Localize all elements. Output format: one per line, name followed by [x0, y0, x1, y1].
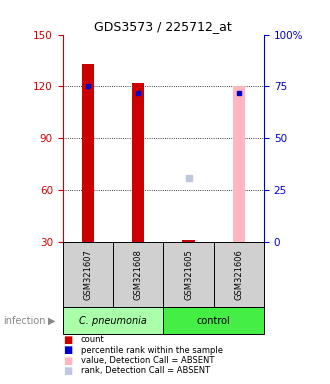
- Bar: [163, 242, 214, 307]
- Text: percentile rank within the sample: percentile rank within the sample: [81, 346, 223, 355]
- Title: GDS3573 / 225712_at: GDS3573 / 225712_at: [94, 20, 232, 33]
- Text: rank, Detection Call = ABSENT: rank, Detection Call = ABSENT: [81, 366, 210, 376]
- Text: GSM321608: GSM321608: [134, 249, 143, 300]
- Bar: [82, 64, 94, 242]
- Text: C. pneumonia: C. pneumonia: [79, 316, 147, 326]
- Text: ■: ■: [63, 356, 72, 366]
- Bar: [163, 307, 264, 334]
- Text: GSM321607: GSM321607: [83, 249, 92, 300]
- Text: value, Detection Call = ABSENT: value, Detection Call = ABSENT: [81, 356, 214, 365]
- Text: GSM321606: GSM321606: [234, 249, 243, 300]
- Text: GSM321605: GSM321605: [184, 249, 193, 300]
- Text: ■: ■: [63, 366, 72, 376]
- Bar: [214, 242, 264, 307]
- Bar: [63, 242, 113, 307]
- Bar: [113, 242, 163, 307]
- Text: ■: ■: [63, 335, 72, 345]
- Bar: [233, 86, 245, 242]
- Text: ■: ■: [63, 345, 72, 355]
- Bar: [132, 83, 145, 242]
- Text: count: count: [81, 335, 105, 344]
- Text: control: control: [197, 316, 231, 326]
- Bar: [63, 307, 163, 334]
- Text: infection: infection: [3, 316, 46, 326]
- Bar: [182, 240, 195, 242]
- Text: ▶: ▶: [48, 316, 55, 326]
